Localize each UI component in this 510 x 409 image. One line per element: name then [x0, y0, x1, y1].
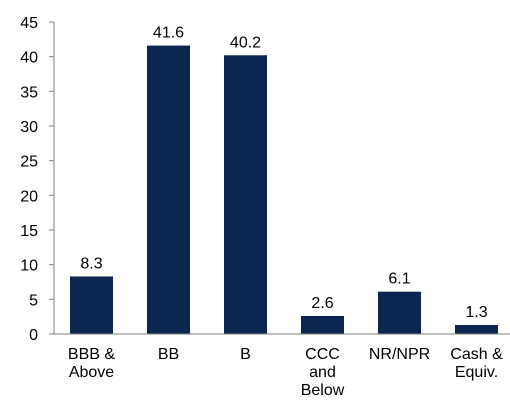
bar [378, 291, 421, 334]
bar [70, 276, 113, 334]
x-category-label: B [240, 346, 251, 363]
y-tick-label: 15 [20, 223, 38, 240]
y-tick-label: 5 [29, 292, 38, 309]
y-axis: 0 5 10 15 20 25 30 35 40 45 [20, 15, 55, 344]
x-category-label: Cash & [450, 346, 503, 363]
bar [224, 55, 267, 334]
x-category-label: Above [69, 364, 114, 381]
x-category-label: BBB & [68, 346, 115, 363]
y-tick-label: 45 [20, 15, 38, 32]
x-category-label: NR/NPR [369, 346, 430, 363]
y-tick-label: 0 [29, 327, 38, 344]
bar-value-label: 1.3 [465, 304, 487, 321]
x-category-label: CCC [305, 346, 340, 363]
bar [301, 315, 344, 334]
y-tick-label: 10 [20, 258, 38, 275]
y-tick-label: 40 [20, 50, 38, 67]
y-tick-label: 20 [20, 188, 38, 205]
bar [147, 45, 190, 334]
y-tick-label: 30 [20, 119, 38, 136]
bar [455, 324, 498, 334]
y-tick-label: 25 [20, 154, 38, 171]
x-category-label: Below [301, 382, 345, 399]
bars [70, 45, 498, 334]
bar-value-label: 6.1 [388, 271, 410, 288]
bar-value-label: 40.2 [230, 34, 261, 51]
x-category-label: Equiv. [455, 364, 498, 381]
y-tick-label: 35 [20, 84, 38, 101]
bar-value-label: 8.3 [80, 255, 102, 272]
x-category-label: and [309, 364, 336, 381]
bar-value-label: 2.6 [311, 295, 333, 312]
value-labels: 8.3 41.6 40.2 2.6 6.1 1.3 [80, 25, 487, 321]
x-category-label: BB [158, 346, 179, 363]
bar-value-label: 41.6 [153, 25, 184, 42]
